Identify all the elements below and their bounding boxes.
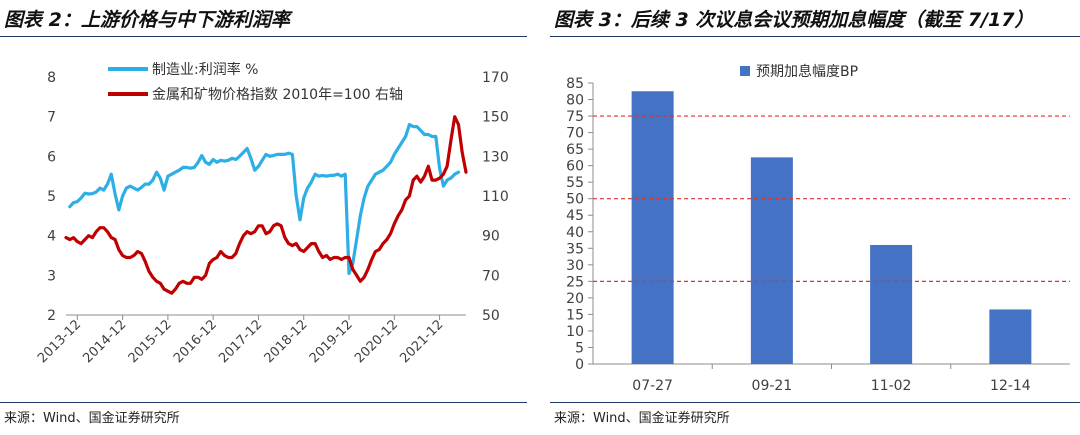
y-right-tick-label: 110 (482, 189, 509, 205)
left-source-note: 来源：Wind、国金证券研究所 (4, 411, 180, 426)
series-line-2 (64, 115, 468, 295)
y-tick-label: 65 (566, 142, 584, 158)
y-left-tick-label: 6 (47, 149, 56, 165)
right-title-rule (550, 36, 1080, 37)
y-tick-label: 40 (566, 225, 584, 241)
y-right-tick-label: 70 (482, 268, 500, 284)
x-tick-label: 2013-12 (35, 317, 84, 366)
y-right-tick-label: 150 (482, 110, 509, 126)
legend-label: 预期加息幅度BP (756, 63, 858, 80)
x-tick-label: 07-27 (632, 378, 673, 394)
y-tick-label: 80 (566, 93, 584, 109)
y-right-tick-label: 170 (482, 70, 509, 86)
y-right-tick-label: 130 (482, 149, 509, 165)
x-tick-label: 2016-12 (171, 317, 220, 366)
y-tick-label: 70 (566, 126, 584, 142)
right-chart-title: 图表 3：后续 3 次议息会议预期加息幅度（截至 7/17） (554, 9, 1034, 31)
series-line-1 (68, 123, 461, 275)
y-tick-label: 45 (566, 208, 584, 224)
y-left-tick-label: 4 (47, 229, 56, 245)
left-chart-panel: 图表 2：上游价格与中下游利润率 2 3 4 5 6 7 8 50 70 90 110 130 150 1… (0, 0, 527, 435)
y-left-tick-label: 5 (47, 189, 56, 205)
y-tick-label: 25 (566, 274, 584, 290)
y-tick-label: 10 (566, 324, 584, 340)
left-title-rule (0, 36, 527, 37)
x-tick-label: 2014-12 (80, 317, 129, 366)
bar-07-27 (631, 91, 674, 364)
right-source-rule (550, 402, 1080, 403)
x-tick-label: 2020-12 (352, 317, 401, 366)
y-left-tick-label: 7 (47, 110, 56, 126)
bar-09-21 (750, 157, 793, 364)
y-right-tick-label: 90 (482, 229, 500, 245)
right-chart-panel: 图表 3：后续 3 次议息会议预期加息幅度（截至 7/17） 0 5 10 15 20 2… (550, 0, 1080, 435)
y-tick-label: 75 (566, 109, 584, 125)
y-tick-label: 0 (575, 357, 584, 373)
y-tick-label: 85 (566, 76, 584, 92)
y-tick-label: 60 (566, 159, 584, 175)
y-left-tick-label: 8 (47, 70, 56, 86)
y-tick-label: 15 (566, 307, 584, 323)
right-source-note: 来源：Wind、国金证券研究所 (554, 411, 730, 426)
y-tick-label: 55 (566, 175, 584, 191)
x-tick-label: 2021-12 (397, 317, 446, 366)
y-tick-label: 30 (566, 258, 584, 274)
y-tick-label: 20 (566, 291, 584, 307)
x-tick-label: 12-14 (990, 378, 1031, 394)
left-source-rule (0, 402, 527, 403)
legend-label-2: 金属和矿物价格指数 2010年=100 右轴 (152, 87, 403, 103)
y-tick-label: 50 (566, 192, 584, 208)
x-tick-label: 09-21 (752, 378, 793, 394)
legend-label-1: 制造业:利润率 % (152, 61, 258, 78)
bar-12-14 (989, 309, 1032, 364)
x-tick-label: 11-02 (871, 378, 912, 394)
left-chart-title: 图表 2：上游价格与中下游利润率 (4, 9, 290, 31)
y-tick-label: 35 (566, 241, 584, 257)
x-tick-label: 2018-12 (262, 317, 311, 366)
y-left-tick-label: 2 (47, 308, 56, 324)
bar-11-02 (870, 244, 913, 364)
legend-swatch (740, 66, 750, 76)
x-tick-label: 2017-12 (216, 317, 265, 366)
y-left-tick-label: 3 (47, 268, 56, 284)
y-right-tick-label: 50 (482, 308, 500, 324)
x-tick-label: 2015-12 (126, 317, 175, 366)
y-tick-label: 5 (575, 340, 584, 356)
x-tick-label: 2019-12 (307, 317, 356, 366)
left-line-chart: 23456785070901101301501702013-122014-122… (35, 61, 509, 366)
